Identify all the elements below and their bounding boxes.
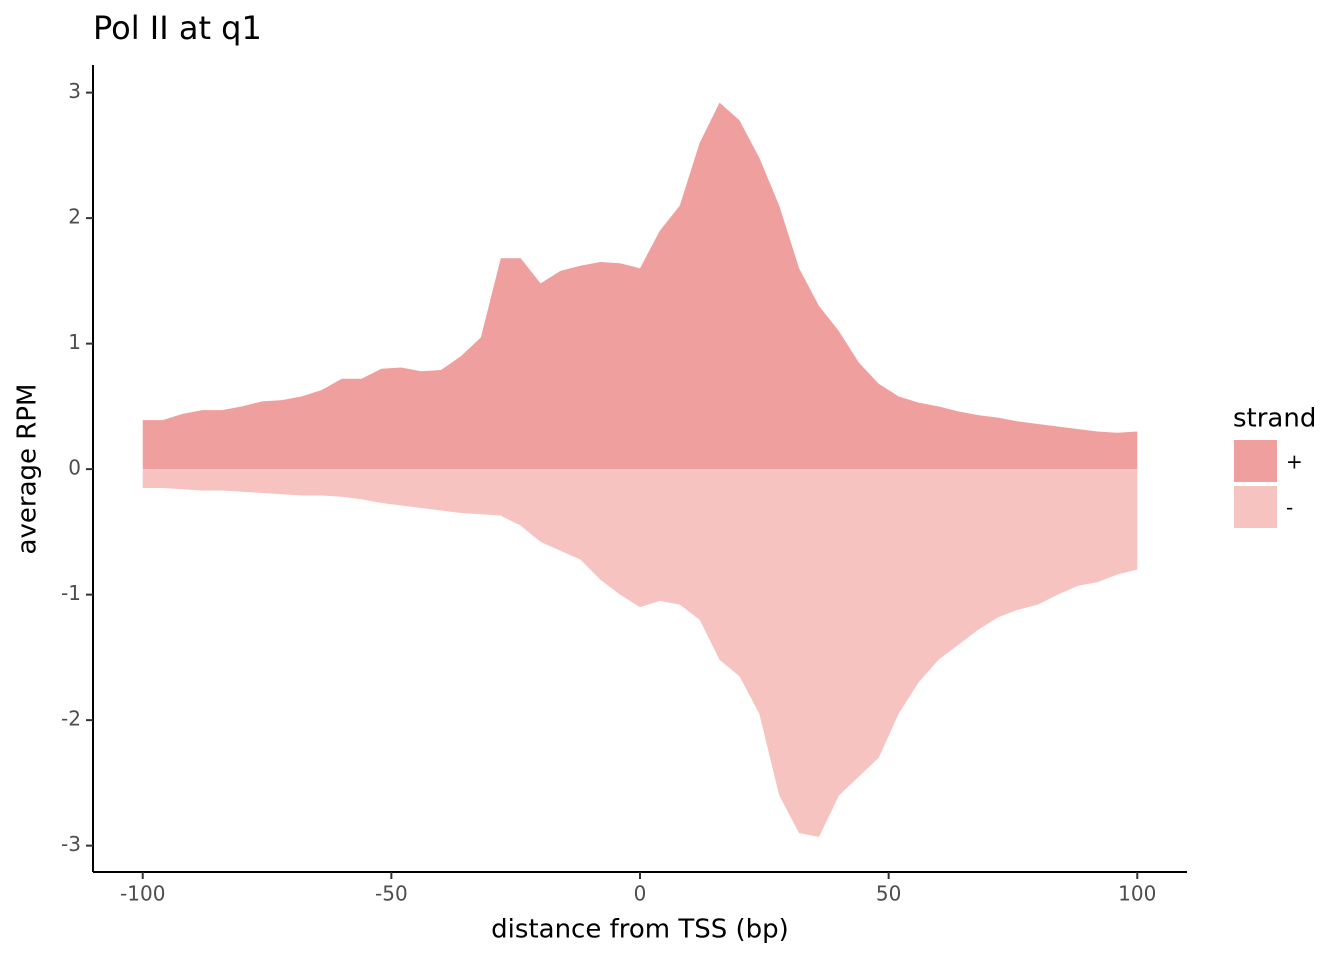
y-tick-label: -3 (61, 832, 81, 856)
y-tick-label: 0 (68, 456, 81, 480)
x-tick-label: -50 (375, 882, 408, 906)
y-tick-label: -1 (61, 581, 81, 605)
y-tick-label: 3 (68, 79, 81, 103)
chart-title: Pol II at q1 (93, 9, 262, 47)
legend-swatch (1234, 440, 1277, 482)
y-tick-label: 1 (68, 330, 81, 354)
x-tick-label: 50 (876, 882, 901, 906)
legend-title: strand (1233, 404, 1316, 434)
area (142, 102, 1138, 470)
x-tick-label: -100 (120, 882, 165, 906)
y-tick-label: -2 (61, 707, 81, 731)
y-axis-title: average RPM (13, 384, 43, 555)
legend-label: - (1286, 496, 1293, 520)
legend-label: + (1286, 450, 1303, 474)
x-tick-label: 0 (634, 882, 647, 906)
x-axis-title: distance from TSS (bp) (491, 915, 789, 945)
x-tick-label: 100 (1118, 882, 1156, 906)
area (142, 469, 1138, 837)
y-tick-label: 2 (68, 205, 81, 229)
legend-swatch (1234, 486, 1277, 528)
